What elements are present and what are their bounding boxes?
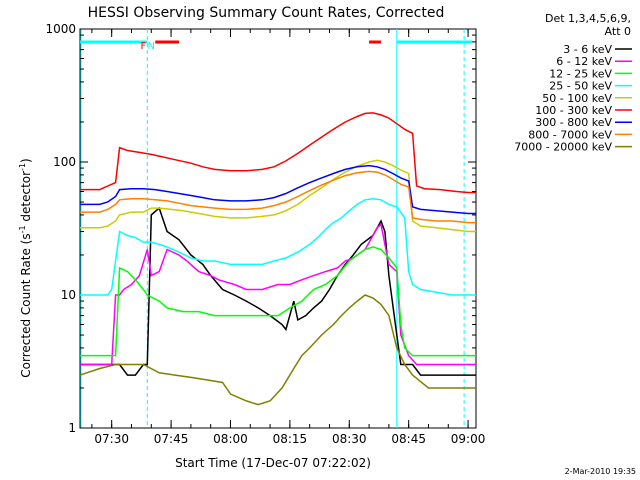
y-axis-label-sup2: -1	[18, 163, 27, 171]
legend-label: 100 - 300 keV	[535, 104, 612, 117]
legend-header-line2: Att 0	[605, 25, 631, 38]
x-tick-label: 08:00	[213, 432, 248, 446]
series-line	[80, 222, 476, 366]
plot-area: 1 10 100 1000 07:30 07:45 08:00 08:15 08:30 08:45…	[45, 22, 485, 446]
y-axis-label-sup1: -1	[18, 225, 27, 233]
y-tick-label: 1000	[45, 22, 76, 36]
y-axis-label-mid: detector	[19, 171, 33, 226]
series-line	[80, 112, 476, 194]
x-axis-label: Start Time (17-Dec-07 07:22:02)	[175, 456, 371, 470]
series-line	[80, 164, 476, 215]
series-line	[80, 170, 476, 224]
flag-label: F	[140, 41, 146, 52]
series-line	[80, 197, 476, 296]
x-tick-label: 07:30	[94, 432, 129, 446]
legend-label: 50 - 100 keV	[542, 92, 612, 105]
series-line	[79, 294, 476, 406]
legend-label: 7000 - 20000 keV	[514, 141, 612, 154]
footer-date: 2-Mar-2010 19:35	[565, 467, 636, 476]
flag-label: N	[148, 41, 155, 52]
series-line	[80, 206, 476, 376]
y-tick-label: 100	[53, 155, 76, 169]
chart-title: HESSI Observing Summary Count Rates, Cor…	[88, 5, 445, 21]
y-axis-label: Corrected Count Rate (s-1 detector-1)	[18, 158, 33, 377]
plot-frame	[79, 28, 477, 429]
y-tick-label: 10	[61, 288, 76, 302]
x-tick-label: 09:00	[451, 432, 486, 446]
legend-label: 300 - 800 keV	[535, 116, 612, 129]
legend-label: 6 - 12 keV	[556, 55, 612, 68]
x-tick-label: 08:45	[391, 432, 426, 446]
y-tick-label: 1	[68, 421, 76, 435]
legend-label: 25 - 50 keV	[549, 80, 612, 93]
legend-label: 3 - 6 keV	[563, 43, 612, 56]
x-tick-label: 07:45	[154, 432, 189, 446]
series-line	[80, 246, 476, 357]
y-axis-label-main: Corrected Count Rate (s	[19, 233, 33, 377]
legend-header-line1: Det 1,3,4,5,6,9,	[545, 12, 631, 25]
legend-label: 800 - 7000 keV	[528, 128, 612, 141]
x-tick-label: 08:15	[273, 432, 308, 446]
x-tick-label: 08:30	[332, 432, 367, 446]
legend-label: 12 - 25 keV	[549, 67, 612, 80]
y-axis-label-end: )	[19, 158, 33, 163]
